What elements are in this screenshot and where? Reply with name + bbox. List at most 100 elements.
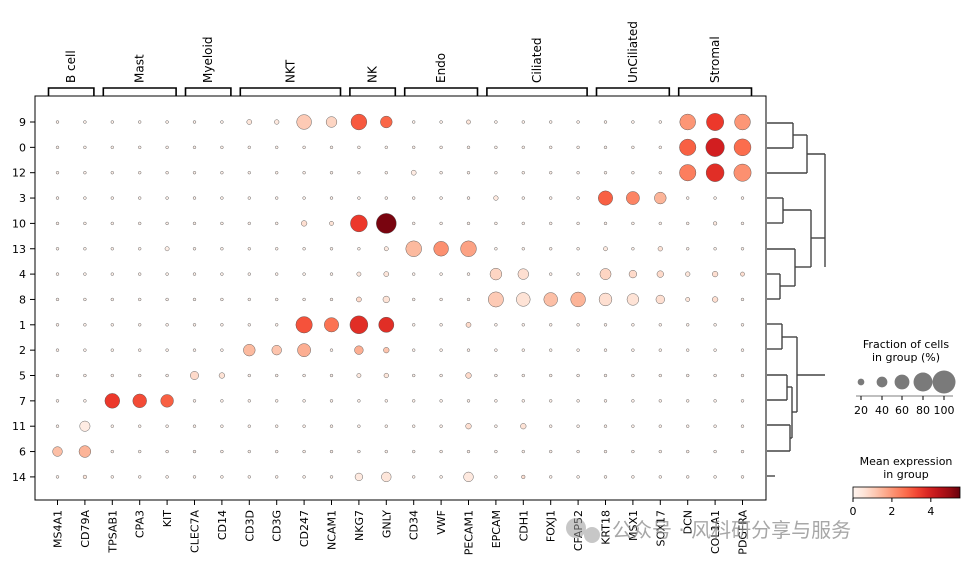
dot — [631, 424, 635, 428]
gene-tick-label: FOXJ1 — [545, 510, 558, 542]
gene-tick-label: DCN — [682, 510, 695, 534]
size-legend-dot — [913, 372, 933, 392]
dot — [740, 449, 745, 454]
dot — [686, 196, 690, 200]
dot — [83, 247, 87, 251]
dot — [549, 272, 553, 276]
cluster-tick-label: 7 — [19, 395, 26, 408]
dot — [549, 171, 553, 175]
dot — [686, 475, 690, 479]
dot — [549, 221, 553, 226]
cluster-tick-label: 1 — [19, 319, 26, 332]
gene-tick-label: CD34 — [408, 510, 421, 540]
dot — [55, 120, 60, 124]
dot — [247, 424, 251, 428]
dot — [274, 119, 280, 125]
dot — [247, 449, 251, 454]
dot — [275, 475, 279, 479]
dot — [380, 115, 393, 129]
dot — [83, 297, 87, 302]
dot — [302, 373, 306, 378]
dot — [247, 171, 251, 175]
group-bracket — [349, 87, 397, 96]
dot — [713, 424, 717, 428]
dot — [658, 424, 662, 428]
dot — [439, 272, 443, 276]
dot — [383, 347, 390, 354]
gene-axis: MS4A1 CD79A TPSAB1 CPA3 KIT CLEC7A CD14 CD3D CD3… — [52, 500, 750, 555]
group-label: Stromal — [708, 36, 722, 83]
dot — [275, 399, 279, 403]
dot — [549, 475, 553, 479]
group-label: Endo — [434, 53, 448, 83]
dot — [494, 171, 498, 175]
dot — [138, 120, 142, 124]
dot — [247, 247, 251, 251]
dot — [412, 323, 416, 327]
dot — [220, 424, 224, 428]
gene-tick-label: CD247 — [298, 510, 311, 547]
dot — [329, 399, 334, 403]
dot — [521, 171, 525, 175]
dot — [549, 373, 553, 378]
dot — [439, 475, 443, 479]
dot — [302, 424, 306, 428]
dot — [192, 247, 197, 251]
dot — [412, 272, 416, 276]
dot — [160, 394, 174, 408]
dot — [138, 424, 142, 428]
dot — [138, 247, 142, 251]
size-legend-title: in group (%) — [872, 351, 940, 364]
dot — [658, 323, 662, 327]
dot — [439, 323, 443, 327]
dot — [740, 271, 745, 277]
size-legend-label: 80 — [916, 404, 930, 417]
dot — [654, 191, 667, 205]
group-bracket — [239, 87, 342, 96]
dot — [164, 246, 170, 252]
dot — [549, 247, 553, 251]
color-legend-title: Mean expression — [860, 455, 953, 468]
dot — [165, 171, 169, 175]
dot — [494, 424, 498, 428]
dot — [466, 272, 471, 276]
dot — [439, 373, 443, 378]
dot — [412, 424, 416, 428]
dot — [656, 270, 664, 278]
dot — [516, 292, 531, 307]
dot — [740, 247, 745, 251]
gene-tick-label: CD79A — [79, 510, 92, 548]
group-bracket — [486, 87, 588, 96]
gene-tick-label: EPCAM — [490, 510, 503, 548]
dot — [220, 323, 224, 327]
dot — [302, 196, 306, 200]
dot — [110, 272, 114, 276]
dot — [138, 475, 142, 479]
cluster-tick-label: 6 — [19, 446, 26, 459]
dot — [521, 145, 525, 149]
dot — [549, 196, 553, 200]
dot — [494, 120, 498, 124]
dot — [192, 145, 197, 149]
dot — [439, 196, 443, 200]
dot — [658, 399, 662, 403]
dot — [705, 137, 725, 157]
dot — [740, 221, 745, 226]
gene-tick-label: CDH1 — [517, 510, 530, 541]
dot — [603, 246, 608, 252]
dot — [465, 372, 472, 379]
dot — [110, 145, 114, 149]
dot — [713, 221, 718, 226]
dot — [247, 475, 251, 479]
dot — [110, 475, 114, 479]
dot — [463, 471, 474, 482]
dot — [658, 221, 662, 226]
dot — [576, 145, 580, 149]
dot — [713, 247, 717, 251]
dot — [489, 267, 503, 281]
dot — [439, 120, 443, 124]
dot — [55, 475, 60, 479]
